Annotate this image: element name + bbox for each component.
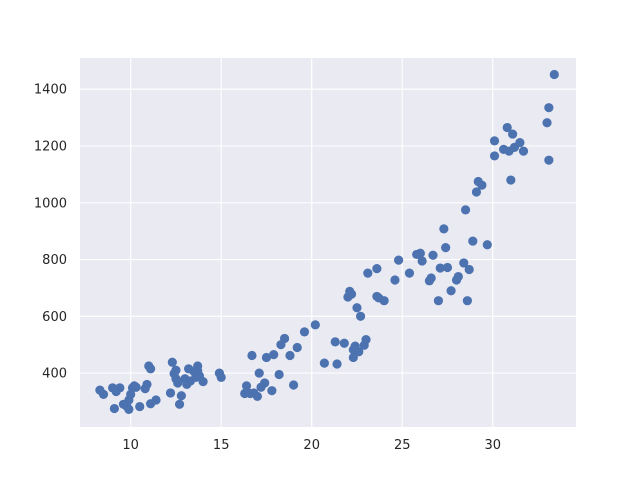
x-tick-label: 30	[484, 438, 501, 453]
scatter-point	[453, 271, 463, 282]
scatter-point	[502, 122, 512, 133]
scatter-point	[460, 205, 471, 215]
scatter-point	[482, 240, 492, 250]
scatter-point	[145, 364, 156, 374]
scatter-point	[489, 136, 500, 146]
scatter-point	[354, 347, 364, 357]
scatter-point	[124, 404, 134, 415]
x-tick-label: 10	[122, 438, 139, 453]
scatter-point	[464, 264, 474, 275]
scatter-point	[247, 350, 257, 361]
scatter-point	[171, 365, 181, 375]
scatter-point	[459, 258, 469, 268]
scatter-point	[241, 381, 252, 391]
scatter-point	[165, 388, 176, 398]
y-tick-label: 1400	[34, 83, 67, 98]
scatter-point	[289, 380, 299, 390]
scatter-point	[216, 372, 226, 382]
y-tick-label: 600	[42, 310, 67, 325]
scatter-point	[379, 296, 389, 306]
scatter-point	[330, 337, 340, 347]
scatter-point	[254, 368, 264, 378]
scatter-point	[428, 250, 438, 260]
scatter-point	[319, 358, 329, 368]
y-tick-label: 400	[42, 367, 67, 382]
scatter-point	[363, 268, 373, 278]
scatter-point	[285, 350, 295, 361]
scatter-point	[489, 151, 500, 161]
grid-lines	[80, 58, 576, 427]
scatter-point	[477, 180, 487, 190]
scatter-point	[167, 357, 177, 367]
scatter-point	[252, 391, 263, 401]
scatter-point	[279, 333, 290, 344]
scatter-point	[518, 146, 529, 156]
scatter-point	[193, 361, 203, 371]
scatter-point	[173, 378, 183, 388]
scatter-point	[346, 289, 357, 299]
scatter-point	[468, 236, 478, 246]
scatter-point	[435, 263, 445, 273]
x-tick-label: 20	[303, 438, 320, 453]
x-axis-ticks: 10 15 20 25 30	[122, 438, 501, 453]
scatter-point	[542, 118, 552, 128]
scatter-point	[442, 262, 453, 273]
scatter-point	[462, 296, 472, 306]
scatter-point	[176, 391, 186, 401]
scatter-point	[274, 369, 284, 380]
scatter-point	[115, 383, 125, 393]
scatter-point	[260, 378, 270, 388]
scatter-point	[372, 264, 382, 274]
scatter-point	[131, 382, 141, 392]
scatter-point	[390, 275, 400, 285]
scatter-point	[515, 137, 525, 148]
x-tick-label: 15	[213, 438, 230, 453]
scatter-point	[299, 327, 310, 337]
scatter-point	[310, 320, 320, 330]
scatter-point	[361, 334, 371, 345]
scatter-point	[151, 395, 161, 405]
scatter-point	[544, 155, 554, 165]
scatter-point	[292, 342, 302, 353]
scatter-point	[439, 224, 449, 234]
scatter-point	[508, 129, 518, 139]
scatter-point	[261, 352, 272, 363]
scatter-point	[441, 243, 451, 253]
scatter-point	[109, 403, 119, 414]
scatter-point	[446, 286, 456, 296]
scatter-point	[174, 399, 185, 409]
scatter-point	[267, 386, 277, 396]
y-tick-label: 800	[42, 253, 67, 268]
y-tick-label: 1200	[34, 139, 67, 154]
scatter-point	[426, 273, 436, 283]
scatter-point	[269, 350, 279, 360]
scatter-point	[352, 303, 362, 313]
scatter-point	[471, 187, 482, 197]
plot-area	[80, 58, 576, 427]
scatter-point	[198, 376, 208, 387]
scatter-point	[332, 359, 342, 369]
scatter-point	[98, 389, 109, 399]
scatter-point	[417, 256, 427, 266]
scatter-point	[544, 103, 554, 113]
scatter-point	[433, 296, 444, 306]
x-tick-label: 25	[394, 438, 411, 453]
scatter-point	[415, 248, 425, 258]
data-points	[95, 69, 559, 415]
scatter-point	[339, 338, 349, 348]
scatter-point	[404, 268, 415, 278]
y-axis-ticks: 400 600 800 1000 1200 1400	[34, 83, 67, 382]
scatter-point	[135, 401, 145, 412]
y-tick-label: 1000	[34, 196, 67, 211]
scatter-point	[142, 379, 152, 390]
scatter-point	[348, 352, 358, 363]
scatter-point	[393, 255, 404, 265]
scatter-point	[506, 175, 516, 185]
scatter-point	[549, 69, 559, 80]
scatter-point	[355, 311, 366, 321]
